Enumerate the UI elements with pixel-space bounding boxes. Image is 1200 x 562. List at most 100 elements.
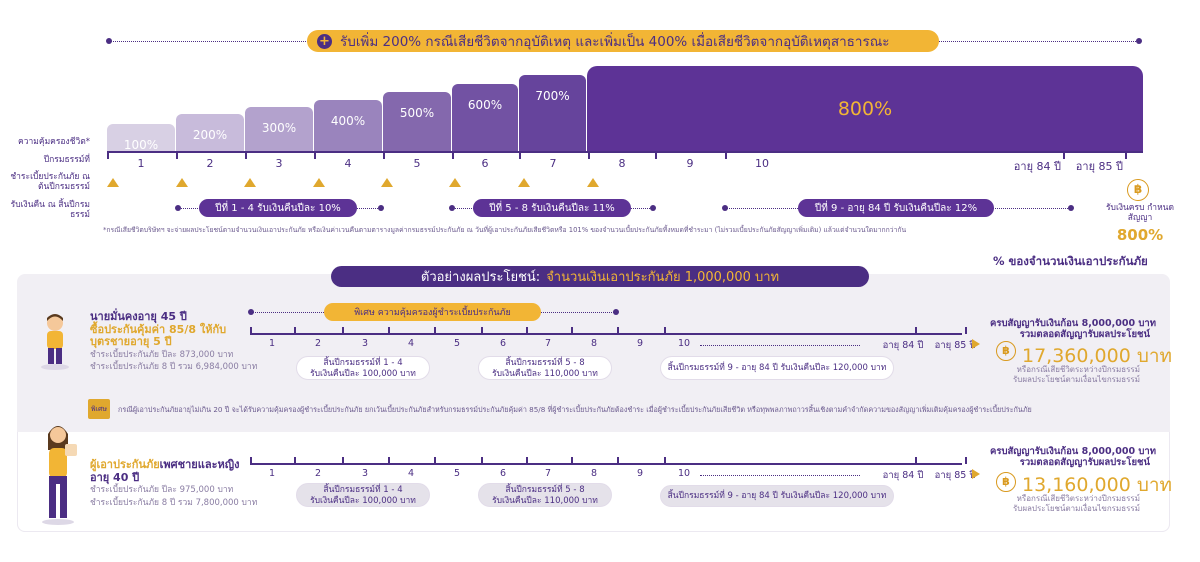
dotline-start-dot xyxy=(106,38,112,44)
policy-year-axis xyxy=(107,151,1143,153)
summary-line: รวมตลอดสัญญารับผลประโยชน์ xyxy=(1019,329,1150,340)
year-label: 7 xyxy=(549,157,557,170)
year-tick xyxy=(725,151,727,159)
year-label: 9 xyxy=(686,157,694,170)
step-label: 300% xyxy=(261,121,297,135)
arrow-right-icon xyxy=(972,469,980,479)
example1-summary-title: ครบสัญญารับเงินก้อน 8,000,000 บาท รวมตลอ… xyxy=(990,318,1157,340)
money-bag-icon: ฿ xyxy=(996,472,1016,492)
example-title-label: ตัวอย่างผลประโยชน์: xyxy=(420,270,541,285)
timeline-label: 9 xyxy=(636,468,644,479)
example2-total: ชำระเบี้ยประกันภัย 8 ปี รวม 7,800,000 บา… xyxy=(90,497,258,508)
triangle-marker-icon xyxy=(176,178,188,187)
example2-box-9-84: สิ้นปีกรมธรรม์ที่ 9 - อายุ 84 ปี รับเงิน… xyxy=(660,485,894,507)
triangle-marker-icon xyxy=(313,178,325,187)
triangle-marker-icon xyxy=(518,178,530,187)
example1-total: ชำระเบี้ยประกันภัย 8 ปี รวม 6,984,000 บา… xyxy=(90,362,258,372)
cashback-pill-9-84: ปีที่ 9 - อายุ 84 ปี รับเงินคืนปีละ 12% xyxy=(798,199,994,217)
headline-banner: + รับเพิ่ม 200% กรณีเสียชีวิตจากอุบัติเห… xyxy=(307,30,939,52)
cashback-dot xyxy=(378,205,384,211)
example2-box-5-8: สิ้นปีกรมธรรม์ที่ 5 - 8 รับเงินคืนปีละ 11… xyxy=(478,483,612,507)
timeline-tick xyxy=(481,457,483,464)
note-line: รับผลประโยชน์ตามเงื่อนไขกรมธรรม์ xyxy=(1012,375,1140,384)
timeline-label: 1 xyxy=(268,338,276,349)
timeline-label: 10 xyxy=(677,468,691,479)
coverage-step-1: 100% xyxy=(107,124,175,152)
example1-box-1-4: สิ้นปีกรมธรรม์ที่ 1 - 4 รับเงินคืนปีละ 10… xyxy=(296,356,430,380)
label-cashback: รับเงินคืน ณ สิ้นปีกรมธรรม์ xyxy=(10,200,90,220)
timeline-tick xyxy=(434,457,436,464)
example1-timeline xyxy=(250,333,962,335)
example-title-value: จำนวนเงินเอาประกันภัย 1,000,000 บาท xyxy=(546,270,780,285)
headline-text: รับเพิ่ม 200% กรณีเสียชีวิตจากอุบัติเหตุ… xyxy=(340,34,890,50)
timeline-tick xyxy=(664,457,666,464)
step-label: 600% xyxy=(467,98,503,112)
year-label: 3 xyxy=(275,157,283,170)
timeline-tick xyxy=(342,327,344,334)
timeline-tick xyxy=(617,457,619,464)
timeline-tick xyxy=(481,327,483,334)
example1-amount: 17,360,000 บาท xyxy=(1022,345,1173,367)
special-note: กรณีผู้เอาประกันภัยอายุไม่เกิน 20 ปี จะไ… xyxy=(118,405,1032,414)
boy-figure-icon xyxy=(41,314,69,370)
cashback-dot xyxy=(722,205,728,211)
example1-plan2: บุตรชายอายุ 5 ปี xyxy=(90,335,172,348)
example2-amount: 13,160,000 บาท xyxy=(1022,474,1173,496)
box-line: สิ้นปีกรมธรรม์ที่ 5 - 8 xyxy=(505,485,585,495)
timeline-tick xyxy=(965,327,967,334)
note-line: หรือกรณีเสียชีวิตระหว่างปีกรมธรรม์ xyxy=(1016,365,1140,374)
timeline-tick xyxy=(915,327,917,334)
year-tick xyxy=(1063,151,1065,159)
timeline-tick xyxy=(526,457,528,464)
note-line: รับผลประโยชน์ตามเงื่อนไขกรมธรรม์ xyxy=(1012,504,1140,513)
timeline-tick xyxy=(617,327,619,334)
timeline-label: 7 xyxy=(544,338,552,349)
timeline-tick xyxy=(294,327,296,334)
summary-line: ครบสัญญารับเงินก้อน 8,000,000 บาท xyxy=(990,318,1157,329)
woman-figure-icon xyxy=(42,426,77,525)
year-tick xyxy=(452,151,454,159)
year-tick xyxy=(519,151,521,159)
timeline-label: 6 xyxy=(499,338,507,349)
timeline-label: 1 xyxy=(268,468,276,479)
label-premium: ชำระเบี้ยประกันภัย ณ ต้นปีกรมธรรม์ xyxy=(10,172,90,192)
example2-age: อายุ 40 ปี xyxy=(90,470,140,484)
timeline-label: 4 xyxy=(407,468,415,479)
box-line: รับเงินคืนปีละ 110,000 บาท xyxy=(492,496,598,506)
timeline-tick xyxy=(915,457,917,464)
year-label: 6 xyxy=(481,157,489,170)
year-label: 2 xyxy=(206,157,214,170)
timeline-tick xyxy=(526,327,528,334)
label-policy-year: ปีกรมธรรม์ที่ xyxy=(43,155,90,165)
example2-summary-title: ครบสัญญารับเงินก้อน 8,000,000 บาท รวมตลอ… xyxy=(990,446,1156,468)
example2-info: ผู้เอาประกันภัยเพศชายและหญิง อายุ 40 ปี … xyxy=(90,458,258,509)
timeline-label: 8 xyxy=(590,338,598,349)
year-tick xyxy=(588,151,590,159)
year-label: 8 xyxy=(618,157,626,170)
timeline-tick xyxy=(388,457,390,464)
cashback-pill-5-8: ปีที่ 5 - 8 รับเงินคืนปีละ 11% xyxy=(473,199,631,217)
year-tick xyxy=(1125,151,1127,159)
money-bag-icon: ฿ xyxy=(996,341,1016,361)
timeline-label: 5 xyxy=(453,468,461,479)
plus-icon: + xyxy=(317,33,332,49)
example1-title: นายมั่นคงอายุ 45 ปี xyxy=(90,310,187,323)
box-line: สิ้นปีกรมธรรม์ที่ 5 - 8 xyxy=(505,358,585,368)
cashback-dot xyxy=(1068,205,1074,211)
box-line: รับเงินคืนปีละ 100,000 บาท xyxy=(310,369,416,379)
triangle-marker-icon xyxy=(381,178,393,187)
timeline-tick xyxy=(250,457,252,464)
example2-title-hl: ผู้เอาประกันภัย xyxy=(90,458,160,471)
cashback-dot xyxy=(449,205,455,211)
timeline-label: 4 xyxy=(407,338,415,349)
timeline-label: อายุ 84 ปี xyxy=(882,340,924,351)
example1-box-9-84: สิ้นปีกรมธรรม์ที่ 9 - อายุ 84 ปี รับเงิน… xyxy=(660,356,894,380)
box-line: รับเงินคืนปีละ 100,000 บาท xyxy=(310,496,416,506)
timeline-tick xyxy=(250,327,252,334)
timeline-label: 7 xyxy=(544,468,552,479)
dotline-end-dot xyxy=(1136,38,1142,44)
money-bag-icon: ฿ xyxy=(1127,179,1149,201)
year-label: 5 xyxy=(413,157,421,170)
triangle-marker-icon xyxy=(244,178,256,187)
timeline-label: อายุ 84 ปี xyxy=(882,470,924,481)
